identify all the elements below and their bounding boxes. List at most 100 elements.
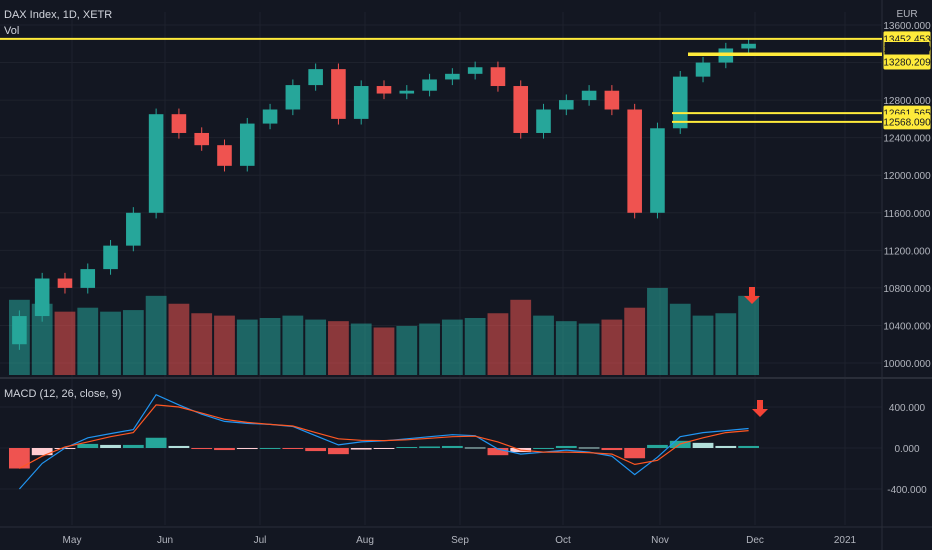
candle-body bbox=[80, 269, 96, 288]
macd-histogram-bar bbox=[464, 447, 486, 449]
price-tick-label: 10400.000 bbox=[883, 321, 931, 332]
macd-histogram-bar bbox=[715, 445, 737, 448]
macd-arrow-icon bbox=[752, 400, 768, 417]
time-tick-label: Dec bbox=[746, 535, 764, 546]
candle-body bbox=[559, 100, 574, 110]
candle-body bbox=[34, 278, 50, 317]
price-tick-label: 11600.000 bbox=[884, 209, 931, 220]
price-tick-label: 10800.000 bbox=[883, 284, 931, 295]
macd-histogram-bar bbox=[168, 445, 190, 448]
macd-histogram-bar bbox=[328, 448, 349, 455]
volume-bar bbox=[282, 315, 304, 375]
gridlines bbox=[0, 12, 882, 525]
level-price-label: 13452.453 bbox=[883, 34, 931, 45]
macd-tick-label: 0.000 bbox=[894, 444, 919, 455]
candle-body bbox=[103, 245, 118, 270]
time-tick-label: Jun bbox=[157, 535, 173, 546]
volume-bar bbox=[624, 307, 646, 375]
volume-bar bbox=[533, 315, 554, 375]
volume-bar bbox=[305, 319, 327, 375]
time-tick-label: Jul bbox=[254, 535, 267, 546]
volume-bar bbox=[396, 325, 418, 375]
macd-histogram-bar bbox=[9, 448, 30, 469]
candle-body bbox=[490, 67, 506, 87]
volume-bars bbox=[9, 287, 759, 375]
macd-histogram-bar bbox=[305, 448, 327, 452]
candle-body bbox=[331, 69, 346, 119]
candle-body bbox=[126, 212, 141, 246]
candle-body bbox=[581, 90, 597, 101]
volume-bar bbox=[236, 319, 258, 375]
volume-bar bbox=[259, 318, 281, 375]
macd-histogram-bar bbox=[624, 448, 646, 459]
candle-body bbox=[308, 69, 323, 86]
level-price-label: 13296.860 bbox=[883, 44, 931, 55]
volume-bar bbox=[487, 313, 509, 375]
candle-body bbox=[650, 128, 665, 213]
macd-histogram-bar bbox=[441, 445, 463, 448]
currency-label: EUR bbox=[896, 9, 917, 20]
macd-histogram-bar bbox=[122, 444, 144, 448]
volume-bar bbox=[373, 327, 395, 375]
macd-histogram-bar bbox=[31, 448, 53, 456]
candle-body bbox=[627, 109, 642, 213]
candle-body bbox=[672, 76, 688, 129]
volume-bar bbox=[441, 319, 463, 375]
macd-histogram-bar bbox=[214, 448, 235, 451]
macd-histogram bbox=[9, 437, 759, 469]
price-tick-label: 12400.000 bbox=[883, 134, 931, 145]
macd-tick-label: 400.000 bbox=[889, 403, 926, 414]
level-price-label: 12568.090 bbox=[883, 117, 931, 128]
candle-body bbox=[399, 90, 415, 94]
candle-body bbox=[467, 67, 483, 74]
price-arrow-icon bbox=[744, 287, 760, 304]
price-tick-label: 12800.000 bbox=[883, 96, 931, 107]
macd-histogram-bar bbox=[77, 443, 99, 448]
volume-bar bbox=[54, 311, 76, 375]
volume-legend[interactable]: Vol bbox=[4, 25, 20, 37]
candle-body bbox=[57, 278, 73, 288]
candle-body bbox=[604, 90, 620, 110]
macd-legend[interactable]: MACD (12, 26, close, 9) bbox=[4, 388, 122, 400]
candle-body bbox=[445, 73, 460, 80]
candle-body bbox=[536, 109, 551, 133]
volume-bar bbox=[647, 287, 668, 375]
candles bbox=[12, 38, 756, 350]
volume-bar bbox=[669, 303, 691, 375]
volume-bar bbox=[464, 318, 486, 375]
volume-bar bbox=[510, 299, 532, 375]
candle-body bbox=[513, 86, 529, 133]
macd-histogram-bar bbox=[692, 442, 714, 448]
macd-line bbox=[18, 393, 749, 490]
volume-bar bbox=[31, 303, 53, 375]
volume-bar bbox=[145, 295, 167, 375]
candle-body bbox=[353, 86, 369, 119]
volume-bar bbox=[715, 313, 737, 375]
macd-histogram-bar bbox=[373, 448, 395, 449]
symbol-title[interactable]: DAX Index, 1D, XETR bbox=[4, 9, 113, 21]
macd-histogram-bar bbox=[282, 448, 304, 449]
macd-histogram-bar bbox=[419, 446, 440, 448]
macd-histogram-bar bbox=[601, 448, 623, 451]
volume-bar bbox=[168, 303, 190, 375]
level-price-label: 12661.565 bbox=[883, 109, 931, 120]
time-tick-label: Oct bbox=[555, 535, 571, 546]
time-tick-label: May bbox=[63, 535, 82, 546]
candle-body bbox=[194, 132, 209, 146]
volume-bar bbox=[214, 315, 235, 375]
time-tick-label: Nov bbox=[651, 535, 669, 546]
candle-body bbox=[148, 114, 164, 213]
macd-histogram-bar bbox=[396, 446, 418, 448]
signal-line bbox=[19, 404, 749, 470]
volume-bar bbox=[738, 295, 759, 375]
time-axis: May Jun Jul Aug Sep Oct Nov Dec 2021 bbox=[63, 535, 857, 546]
candle-body bbox=[422, 79, 437, 91]
volume-bar bbox=[419, 323, 440, 375]
time-tick-label: 2021 bbox=[834, 535, 857, 546]
macd-histogram-bar bbox=[647, 444, 668, 448]
level-price-label: 13280.209 bbox=[883, 58, 931, 69]
time-tick-label: Aug bbox=[356, 535, 374, 546]
level-lines bbox=[0, 37, 882, 123]
